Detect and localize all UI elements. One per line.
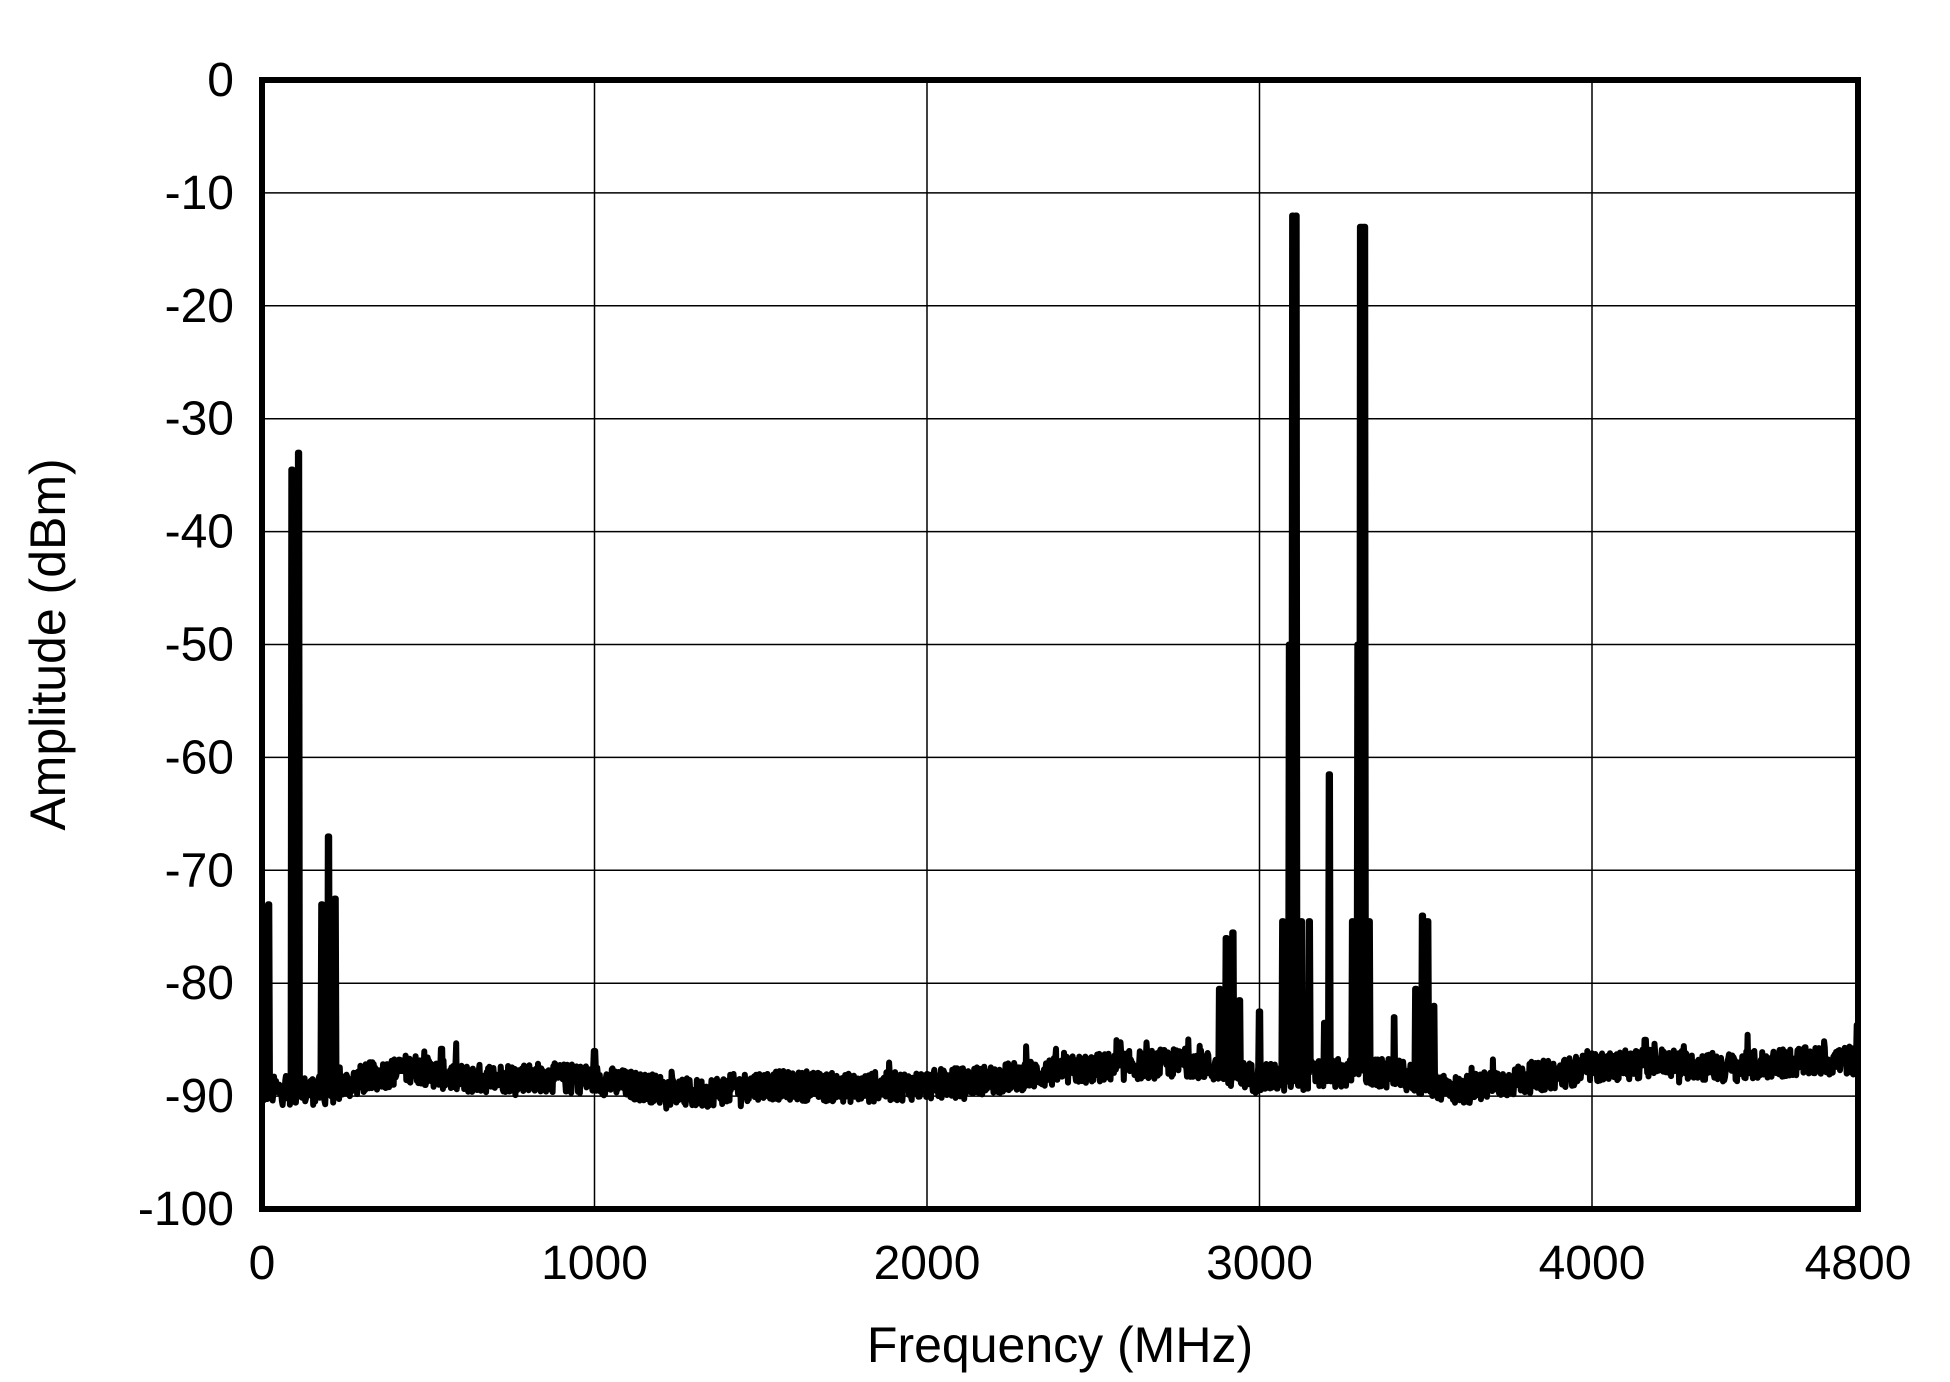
plot-frame — [259, 77, 1861, 1212]
spectrum-trace — [259, 212, 1861, 1112]
x-tick-label: 0 — [249, 1237, 276, 1290]
y-axis-label: Amplitude (dBm) — [20, 458, 76, 830]
grid-layer — [262, 80, 1858, 1209]
x-tick-label: 1000 — [541, 1237, 648, 1290]
y-tick-label: 0 — [207, 54, 234, 107]
trace-layer — [259, 212, 1861, 1112]
y-tick-label: -70 — [165, 844, 234, 897]
x-tick-label: 4800 — [1805, 1237, 1912, 1290]
y-tick-label: -30 — [165, 393, 234, 446]
y-tick-label: -40 — [165, 506, 234, 559]
x-tick-labels: 0 1000 2000 3000 4000 4800 — [249, 1237, 1912, 1290]
y-tick-label: -50 — [165, 619, 234, 672]
y-tick-label: -10 — [165, 167, 234, 220]
y-tick-label: -90 — [165, 1070, 234, 1123]
x-tick-label: 3000 — [1206, 1237, 1313, 1290]
y-tick-label: -60 — [165, 731, 234, 784]
y-tick-label: -80 — [165, 957, 234, 1010]
y-tick-label: -100 — [138, 1183, 234, 1236]
y-tick-label: -20 — [165, 280, 234, 333]
x-tick-label: 4000 — [1539, 1237, 1646, 1290]
y-tick-labels: 0 -10 -20 -30 -40 -50 -60 -70 -80 -90 -100 — [138, 54, 234, 1236]
x-axis-label: Frequency (MHz) — [867, 1317, 1253, 1373]
x-tick-label: 2000 — [874, 1237, 981, 1290]
